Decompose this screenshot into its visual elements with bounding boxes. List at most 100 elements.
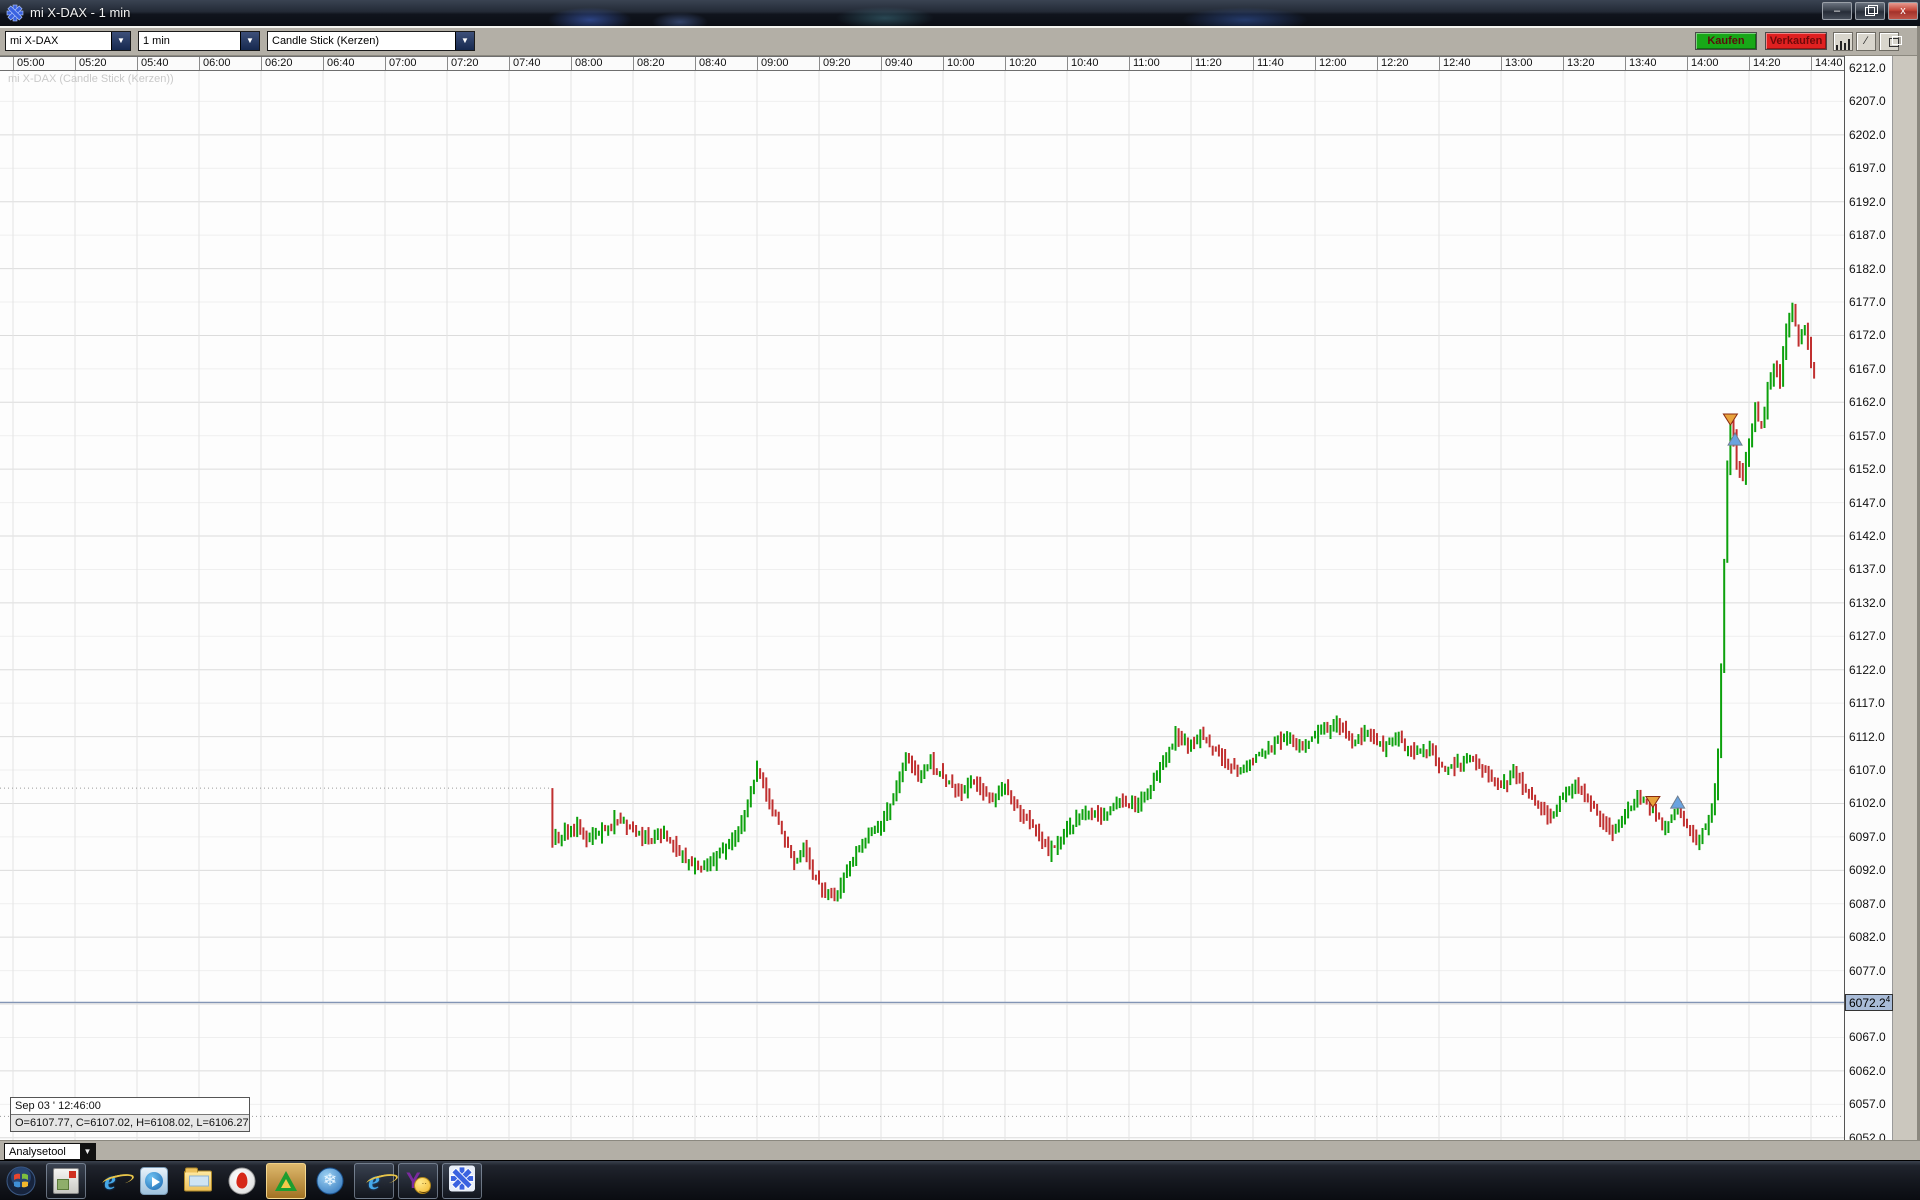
time-axis-label: 09:20 [819,57,884,70]
price-axis-label: 6187.0 [1849,228,1886,243]
app-starburst-icon [6,4,24,22]
taskbar-explorer-folder-icon[interactable] [178,1163,218,1199]
charttype-select-value: Candle Stick (Kerzen) [272,35,379,47]
buy-marker-icon[interactable] [1727,432,1743,446]
price-axis-label: 6092.0 [1849,863,1886,878]
sell-marker-icon[interactable] [1722,413,1739,426]
candlestick-plot[interactable]: mi X-DAX (Candle Stick (Kerzen)) Sep 03 … [0,67,1844,1140]
taskbar-snowflake-app-icon[interactable]: ❄ [310,1163,350,1199]
start-button[interactable] [2,1163,40,1199]
candles-layer [551,302,1816,902]
buy-marker-icon[interactable] [1669,795,1686,809]
ohlc-tooltip: Sep 03 ' 12:46:00 O=6107.77, C=6107.02, … [10,1097,250,1132]
price-axis-label: 6207.0 [1849,94,1886,109]
price-axis: 6212.0 6207.0 6202.0 6197.0 6192.0 6187.0 6182… [1844,56,1893,1145]
buy-button[interactable]: Kaufen [1695,32,1757,50]
draw-line-button[interactable]: ∕ [1856,32,1876,51]
time-axis-label: 10:00 [943,57,1008,70]
price-axis-label: 6097.0 [1849,829,1886,844]
time-axis-label: 14:40 [1811,57,1876,70]
sell-marker-icon[interactable] [1644,795,1661,809]
window-title: mi X-DAX - 1 min [30,5,131,20]
time-axis-label: 07:20 [447,57,512,70]
interval-select[interactable]: 1 min ▼ [138,31,260,51]
price-axis-label: 6177.0 [1849,295,1886,309]
time-axis-label: 08:40 [695,57,760,70]
time-axis-label: 13:20 [1563,57,1628,70]
sell-button[interactable]: Verkaufen [1765,32,1827,50]
time-axis-label: 05:20 [75,57,140,70]
price-axis-label: 6107.0 [1849,763,1886,778]
tooltip-ohlc-values: O=6107.77, C=6107.02, H=6108.02, L=6106.… [11,1115,249,1131]
symbol-select-value: mi X-DAX [10,35,59,47]
chevron-down-icon[interactable]: ▼ [455,32,474,50]
price-axis-label: 6117.0 [1849,696,1885,711]
vertical-scrollbar[interactable]: ▲▼+− [1893,56,1917,1140]
window-layout-button[interactable] [1879,32,1902,51]
chart-canvas[interactable] [0,67,1844,1140]
price-axis-label: 6202.0 [1849,127,1886,142]
price-axis-label: 6057.0 [1849,1097,1886,1112]
time-axis-label: 05:00 [13,57,78,70]
taskbar-media-player-icon[interactable] [134,1163,174,1199]
taskbar-chart-app-icon[interactable] [442,1163,482,1199]
charttype-select[interactable]: Candle Stick (Kerzen) ▼ [267,31,475,51]
time-axis-label: 13:00 [1501,57,1566,70]
internet-explorer-2-icon: e [365,1166,399,1196]
time-axis-label: 10:40 [1067,57,1132,70]
chevron-down-icon[interactable]: ▼ [80,1144,95,1159]
taskbar-pim-app-icon[interactable] [46,1163,86,1199]
price-axis-label: 6087.0 [1849,896,1886,911]
chart-app-icon [449,1165,475,1197]
cascade-icon [1889,36,1902,47]
price-axis-label: 6122.0 [1849,662,1886,677]
taskbar-internet-explorer-2-icon[interactable]: e [354,1163,399,1199]
windows-orb-icon [6,1166,36,1196]
time-axis-label: 12:40 [1439,57,1504,70]
time-axis-label: 11:20 [1191,57,1256,70]
analysetool-select[interactable]: Analysetool ▼ [4,1143,96,1160]
price-axis-label: 6172.0 [1849,328,1886,343]
minimize-button[interactable]: – [1822,2,1852,20]
price-axis-label: 6197.0 [1849,161,1886,176]
time-axis-label: 07:40 [509,57,574,70]
price-axis-label: 6192.0 [1849,194,1886,209]
taskbar-yahoo-messenger-icon[interactable]: Y ·· [398,1163,438,1199]
price-axis-label: 6152.0 [1849,462,1886,477]
time-axis-label: 11:00 [1129,57,1194,70]
price-axis-label: 6212.0 [1849,61,1886,75]
price-axis-label: 6147.0 [1849,495,1886,510]
trading-app-icon [275,1171,297,1191]
pim-app-icon [53,1168,79,1194]
time-axis-label: 06:40 [323,57,388,70]
time-axis-label: 14:20 [1749,57,1814,70]
price-axis-label: 6162.0 [1849,395,1886,410]
volume-histogram-button[interactable] [1833,32,1853,51]
close-button[interactable]: x [1888,2,1918,20]
taskbar-internet-explorer-icon[interactable]: e [90,1163,135,1199]
time-axis-label: 13:40 [1625,57,1690,70]
slash-icon: ∕ [1865,35,1867,47]
price-axis-label: 6067.0 [1849,1030,1886,1045]
tooltip-timestamp: Sep 03 ' 12:46:00 [11,1098,249,1115]
taskbar-flame-app-icon[interactable] [222,1163,262,1199]
taskbar-trading-app-icon[interactable] [266,1163,306,1199]
analysetool-value: Analysetool [9,1146,66,1158]
restore-icon [1865,5,1878,16]
price-axis-label: 6112.0 [1849,729,1885,744]
chevron-down-icon[interactable]: ▼ [111,32,130,50]
time-axis-label: 07:00 [385,57,450,70]
price-axis-label: 6137.0 [1849,562,1886,577]
window-titlebar[interactable]: mi X-DAX - 1 min – x [0,0,1920,26]
price-axis-label: 6142.0 [1849,529,1886,544]
time-axis-label: 06:00 [199,57,264,70]
time-axis: 05:00 05:20 05:40 06:00 06:20 06:40 07:00 07:20… [0,56,1917,71]
symbol-select[interactable]: mi X-DAX ▼ [5,31,131,51]
flame-app-icon [228,1167,256,1195]
restore-button[interactable] [1855,2,1885,20]
chevron-down-icon[interactable]: ▼ [240,32,259,50]
snowflake-app-icon: ❄ [316,1167,344,1195]
time-axis-label: 05:40 [137,57,202,70]
price-axis-label: 6082.0 [1849,930,1886,945]
